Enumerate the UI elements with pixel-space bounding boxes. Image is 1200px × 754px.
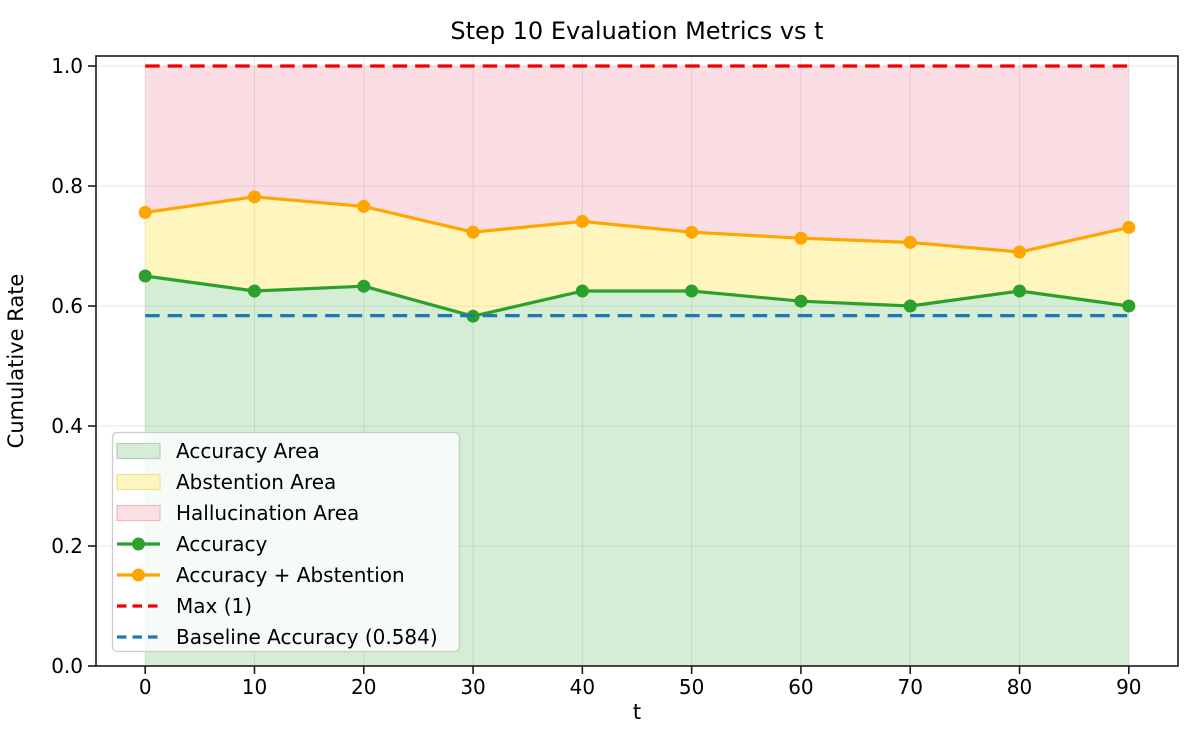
- axes-frame: [95, 55, 1179, 667]
- legend-label: Hallucination Area: [176, 501, 359, 525]
- accuracy-point-20: [357, 279, 371, 293]
- legend-label: Accuracy Area: [176, 439, 320, 463]
- legend-label: Baseline Accuracy (0.584): [176, 625, 438, 649]
- legend: Accuracy Area Abstention Area Hallucinatio…: [111, 431, 461, 653]
- x-tick-label: 50: [679, 675, 704, 699]
- accuracy-abstention-point-20: [357, 199, 371, 213]
- accuracy-abstention-point-50: [685, 225, 699, 239]
- x-tick-label: 0: [139, 675, 152, 699]
- y-tick-label: 0.2: [51, 534, 83, 558]
- accuracy-point-60: [794, 294, 808, 308]
- x-tick-label: 80: [1007, 675, 1032, 699]
- legend-label: Accuracy + Abstention: [176, 563, 405, 587]
- x-tick-label: 90: [1116, 675, 1141, 699]
- y-tick-label: 0.0: [51, 654, 83, 678]
- x-axis-label: t: [633, 700, 641, 724]
- legend-label: Abstention Area: [176, 470, 336, 494]
- legend-entry-accuracy-abstention: Accuracy + Abstention: [117, 563, 405, 587]
- accuracy-point-0: [138, 269, 152, 283]
- accuracy-abstention-point-0: [138, 205, 152, 219]
- y-tick-label: 0.4: [51, 414, 83, 438]
- x-tick-label: 70: [898, 675, 923, 699]
- legend-entry-abstention-area: Abstention Area: [116, 470, 336, 494]
- chart-title: Step 10 Evaluation Metrics vs t: [450, 17, 823, 45]
- legend-marker-accuracy: [132, 537, 145, 551]
- y-axis-label: Cumulative Rate: [4, 274, 28, 449]
- accuracy-abstention-point-10: [247, 190, 261, 204]
- x-tick-label: 30: [460, 675, 485, 699]
- accuracy-abstention-point-90: [1122, 220, 1136, 234]
- y-tick-label: 0.6: [51, 294, 83, 318]
- accuracy-point-90: [1122, 299, 1136, 313]
- abstention-area: [145, 196, 1129, 317]
- x-tick-label: 40: [570, 675, 595, 699]
- accuracy-point-10: [247, 284, 261, 298]
- legend-entry-max-1: Max (1): [117, 594, 252, 618]
- accuracy-abstention-point-70: [903, 235, 917, 249]
- legend-box: [111, 431, 461, 653]
- legend-marker-accuracy-abstention: [132, 568, 145, 582]
- x-axis: 0 10 20 30 40 50 60 70 80 90: [139, 666, 1142, 699]
- legend-label: Accuracy: [176, 532, 267, 556]
- x-tick-label: 60: [788, 675, 813, 699]
- accuracy-abstention-point-60: [794, 231, 808, 245]
- legend-entry-accuracy-area: Accuracy Area: [116, 439, 320, 463]
- x-tick-label: 20: [351, 675, 376, 699]
- accuracy-series: [138, 269, 1136, 323]
- legend-entry-baseline-accuracy-0-584: Baseline Accuracy (0.584): [117, 625, 438, 649]
- y-axis: 0.0 0.2 0.4 0.6 0.8 1.0: [51, 54, 96, 678]
- accuracy-abstention-line: [144, 195, 1130, 254]
- accuracy-abstention-point-80: [1013, 245, 1027, 259]
- y-tick-label: 1.0: [51, 54, 83, 78]
- accuracy-abstention-point-40: [575, 214, 589, 228]
- accuracy-point-40: [575, 284, 589, 298]
- accuracy-point-50: [685, 284, 699, 298]
- legend-swatch-hallucination-area: [116, 504, 161, 522]
- accuracy-line: [144, 274, 1130, 318]
- accuracy-abstention-series: [138, 190, 1136, 259]
- accuracy-point-80: [1013, 284, 1027, 298]
- hallucination-area: [145, 66, 1129, 253]
- accuracy-point-70: [903, 299, 917, 313]
- legend-swatch-abstention-area: [116, 473, 161, 491]
- y-tick-label: 0.8: [51, 174, 83, 198]
- x-tick-label: 10: [242, 675, 267, 699]
- legend-label: Max (1): [176, 594, 252, 618]
- accuracy-abstention-point-30: [466, 225, 480, 239]
- legend-swatch-accuracy-area: [116, 442, 161, 460]
- legend-entry-hallucination-area: Hallucination Area: [116, 501, 359, 525]
- legend-entry-accuracy: Accuracy: [117, 532, 267, 556]
